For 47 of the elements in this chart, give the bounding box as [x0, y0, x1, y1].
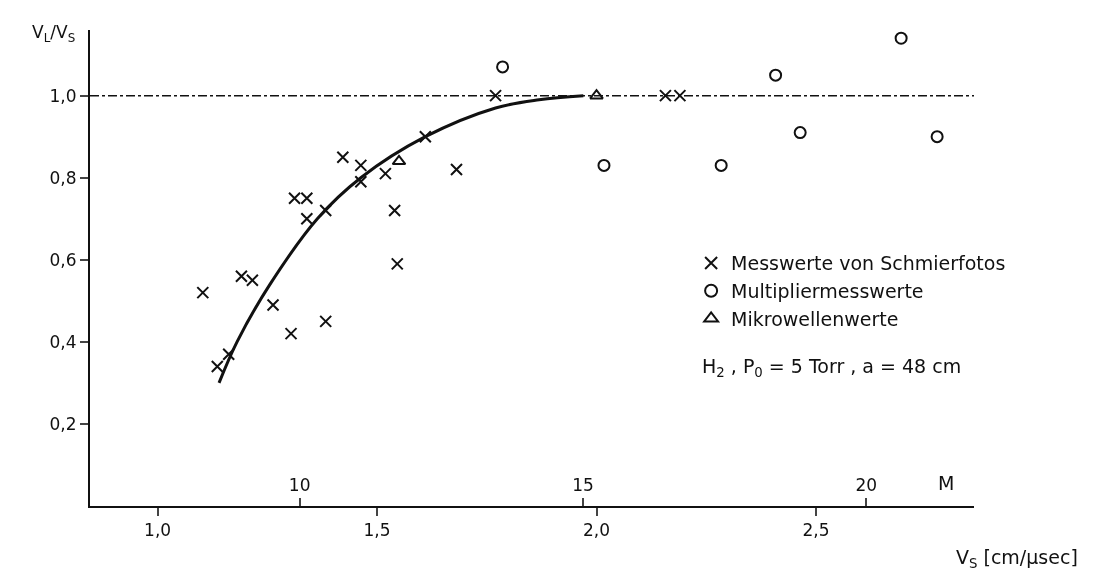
y-tick-label: 0,4 [49, 331, 77, 352]
point [319, 204, 333, 218]
point [388, 204, 402, 218]
point [894, 31, 908, 45]
point [266, 298, 280, 312]
legend-label: Mikrowellenwerte [731, 307, 899, 330]
point [245, 273, 259, 287]
point [354, 175, 368, 189]
point [319, 314, 333, 328]
x-tick-label: 2,5 [802, 520, 830, 541]
point [336, 150, 350, 164]
legend-label: Multipliermesswerte [731, 280, 924, 303]
point [196, 286, 210, 300]
x-axis-title: V$_{S}$ [cm/µsec] [956, 546, 1078, 571]
legend-label: Messwerte von Schmierfotos [731, 252, 1006, 275]
point [793, 126, 807, 140]
point [489, 89, 503, 103]
x2-axis-title: M [938, 472, 955, 494]
y-tick-label: 1,0 [49, 85, 77, 106]
y-axis-title: V$_{L}$/V$_{S}$ [32, 22, 76, 45]
y-tick-label: 0,2 [49, 413, 77, 434]
point [418, 130, 432, 144]
point [930, 130, 944, 144]
point [300, 212, 314, 226]
x-tick-label: 2,0 [583, 520, 611, 541]
point [284, 327, 298, 341]
point [390, 257, 404, 271]
x2-tick-label: 10 [288, 475, 311, 496]
point [234, 269, 248, 283]
point [769, 68, 783, 82]
y-tick-label: 0,8 [49, 167, 77, 188]
annotation: H$_{2}$ , P$_{0}$ = 5 Torr , a = 48 cm [702, 355, 962, 380]
point [597, 158, 611, 172]
point [450, 163, 463, 177]
point [589, 89, 604, 100]
point [714, 158, 728, 172]
point [222, 347, 236, 361]
x2-tick-label: 15 [572, 475, 594, 496]
y-tick-label: 0,6 [49, 249, 77, 270]
point [378, 167, 392, 181]
point [354, 158, 368, 172]
x-tick-label: 1,0 [144, 520, 172, 541]
x2-tick-label: 20 [855, 475, 878, 496]
point [210, 359, 224, 373]
point [391, 154, 407, 166]
x-tick-label: 1,5 [363, 520, 391, 541]
point [496, 60, 510, 74]
